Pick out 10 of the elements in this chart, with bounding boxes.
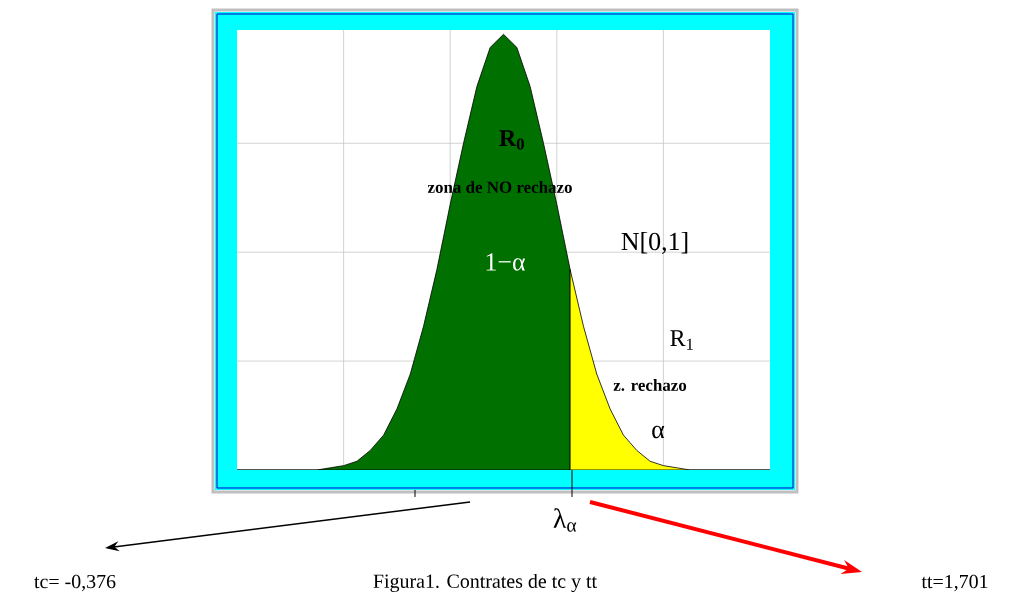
annotation: R$_{0}$	[499, 130, 524, 150]
annotation: z. rechazo	[613, 378, 687, 391]
text: tt=1,701	[921, 574, 988, 592]
text: Figura1. Contrates de tc y tt	[373, 573, 597, 593]
text: tc= -0,376	[34, 574, 116, 592]
annotation: 1−α	[486, 253, 525, 271]
annotation: α	[652, 425, 665, 439]
annotation: N[0,1]	[621, 232, 688, 254]
annotation: R$_{1}$	[670, 330, 693, 350]
text: λ$_{α}$	[553, 508, 577, 532]
